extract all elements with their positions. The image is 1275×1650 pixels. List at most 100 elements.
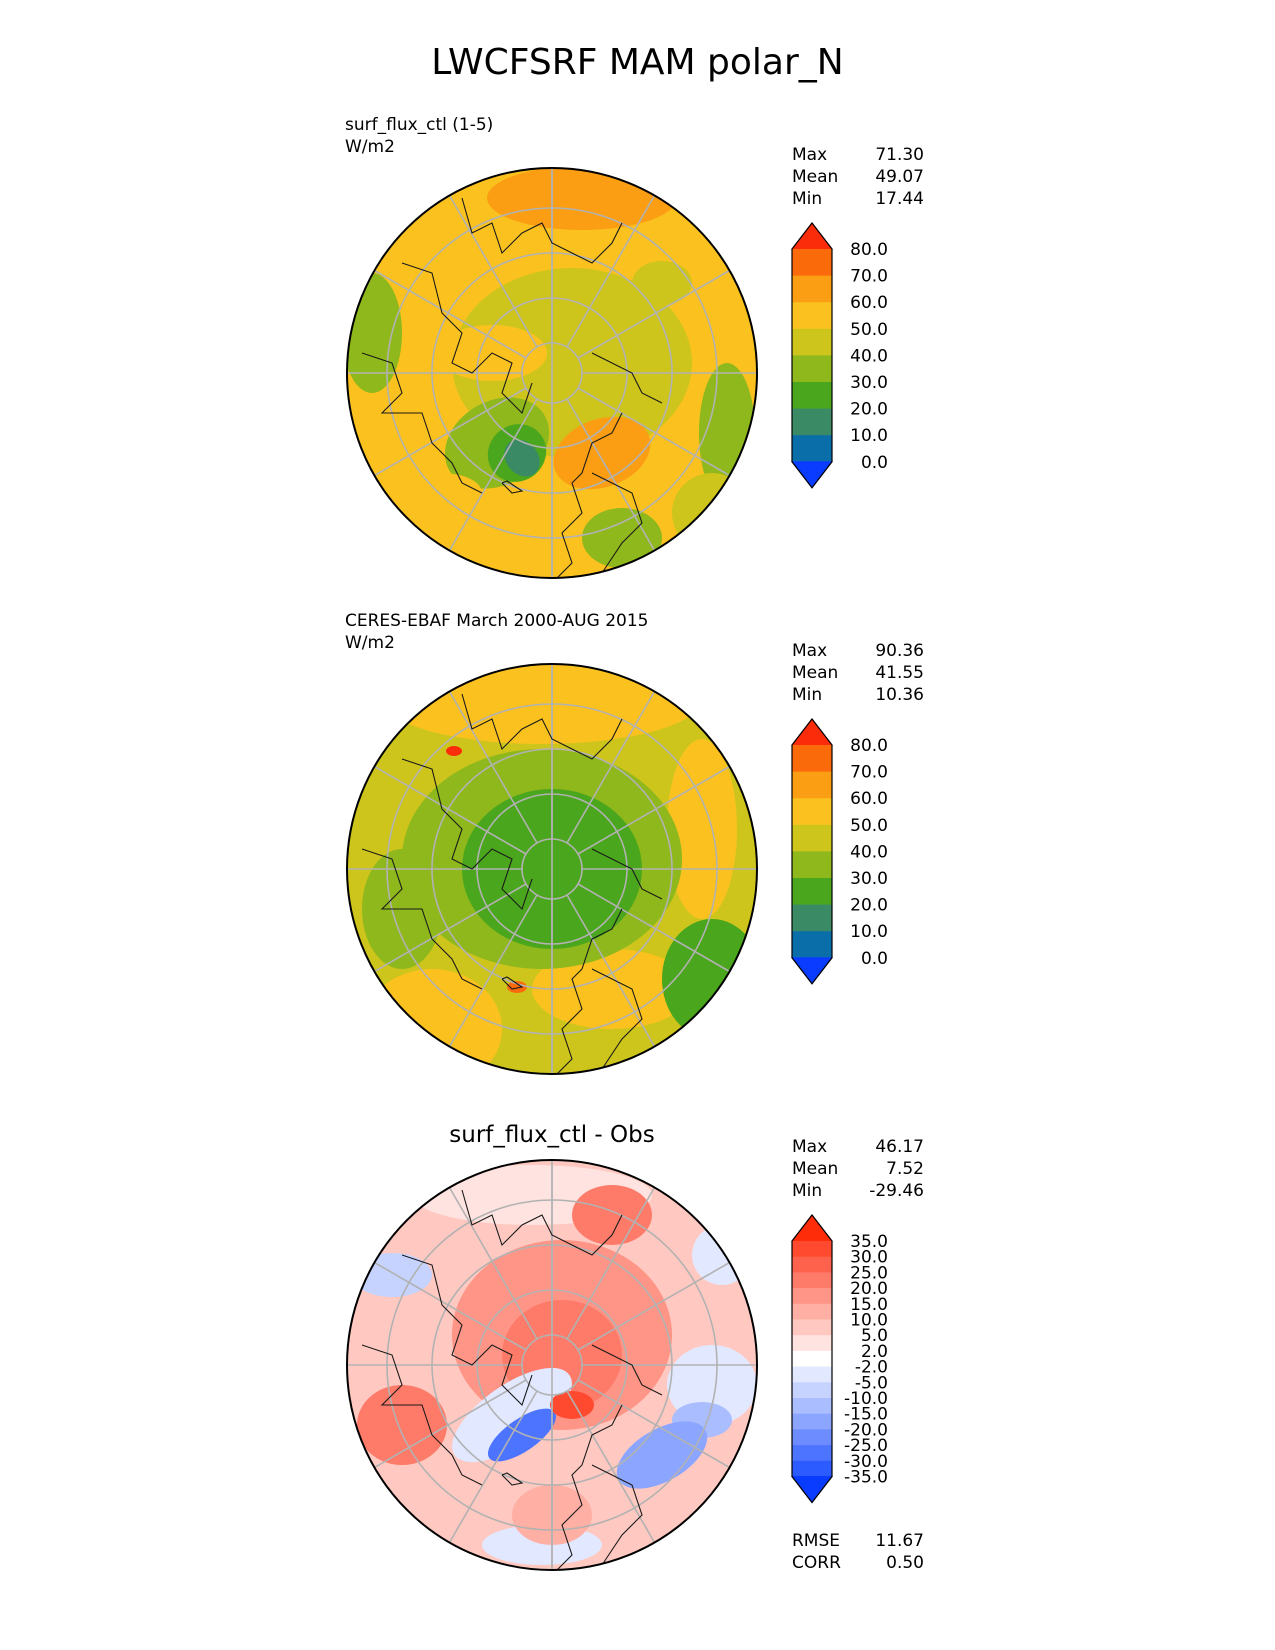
colorbar-band [792,771,832,799]
field-region [632,261,692,305]
coastline-iceland [501,480,524,494]
colorbar-tick-label: 40.0 [850,842,888,862]
field-region [582,508,662,568]
coastline-eurasia-north [461,197,623,264]
field-region [504,439,540,477]
colorbar-band [792,798,832,826]
colorbar-band [792,275,832,303]
stat-label: Mean [792,167,839,187]
coastline-scandinavia [591,1464,643,1566]
colorbar-tick-label: -25.0 [844,1436,888,1456]
meridian-line [374,883,527,973]
colorbar-band [792,355,832,383]
colorbar-band [792,249,832,277]
coastline-scandinavia [591,472,643,574]
meridian-line [448,1187,538,1340]
colorbar-band [792,1241,832,1258]
colorbar-3: 35.030.025.020.015.010.05.02.0-2.0-5.0-1… [790,1214,888,1504]
panel-2-units: W/m2 [345,633,395,653]
coastline-iceland [501,1472,524,1486]
map-boundary [346,167,758,579]
meridian-line [566,195,656,348]
coastline-eurasia-north [461,693,623,760]
coastline-svalbard [591,1344,663,1396]
stat-value: 7.52 [886,1159,924,1179]
colorbar-band [792,1382,832,1399]
colorbar-1: 80.0 70.0 60.0 50.0 40.0 30.0 20.0 10.0 0.0 [790,222,888,489]
colorbar-extend-min [790,461,834,489]
colorbar-tick-label: -35.0 [844,1468,888,1488]
meridian-line [374,269,527,359]
colorbar-tick-label: -5.0 [855,1373,888,1393]
meridian-line [374,387,527,477]
meridian-line [448,1390,538,1543]
meridian-line [448,195,538,348]
stat-value: 90.36 [875,641,924,661]
stat-label: Max [792,145,828,165]
colorbar-outline [791,1214,833,1504]
field-region [662,919,757,1039]
colorbar-band [792,1350,832,1368]
field-region [532,949,692,1029]
panel-3-stats: Max 46.17 Mean 7.52 Min -29.46 [792,1136,924,1202]
meridian-line [577,1261,730,1351]
coastline-svalbard [591,848,663,900]
meridian-line [448,398,538,551]
colorbar-tick-label: 15.0 [850,1295,888,1315]
field-region [692,1225,752,1285]
field-region [487,168,677,230]
field-region [357,1385,447,1465]
colorbar-tick-label: 80.0 [850,240,888,260]
colorbar-tick-label: 10.0 [850,426,888,446]
meridian-line [448,894,538,1047]
field-region [487,1408,557,1462]
graticule [347,168,757,578]
coastline-north-america [361,848,483,990]
colorbar-band [792,1460,832,1477]
metric-value: 0.50 [886,1553,924,1573]
coastline-north-america [361,1344,483,1486]
graticule [347,664,757,1074]
colorbar-band [792,1288,832,1305]
colorbar-band [792,1445,832,1462]
colorbar-tick-label: 0.0 [861,949,888,969]
colorbar-band [792,1272,832,1289]
coastline-iceland [501,976,524,990]
colorbar-tick-label: -10.0 [844,1389,888,1409]
panel-1-title: surf_flux_ctl (1-5) W/m2 [345,114,493,158]
stat-label: Min [792,685,823,705]
field-region [446,746,462,756]
field-region [402,473,482,513]
stat-value: -29.46 [869,1181,924,1201]
colorbar-band [792,878,832,906]
figure-title: LWCFSRF MAM polar_N [431,42,844,83]
stat-label: Min [792,1181,823,1201]
colorbar-tick-label: 10.0 [850,922,888,942]
meridian-line [374,765,527,855]
coastline-archipelago [401,758,533,911]
meridian-line [577,883,730,973]
stat-value: 41.55 [875,663,924,683]
colorbar-tick-label: -15.0 [844,1405,888,1425]
colorbar-tick-label: 35.0 [850,1232,888,1252]
colorbar-tick-label: 50.0 [850,320,888,340]
field-region [550,1391,594,1419]
coastline-eurasia-north [461,1189,623,1256]
metric-label: RMSE [792,1531,841,1551]
stat-value: 46.17 [875,1137,924,1157]
colorbar-band [792,408,832,436]
field-region [382,664,702,744]
colorbar-band [792,1335,832,1352]
colorbar-tick-label: 10.0 [850,1311,888,1331]
colorbar-extend-max [790,718,834,746]
coastline-greenland [551,908,623,1074]
panel-3-metrics: RMSE 11.67 CORR 0.50 [792,1530,924,1574]
panel-2-title-line-1: CERES-EBAF March 2000-AUG 2015 [345,611,649,631]
field-region [507,981,527,993]
field-region [452,1367,572,1463]
map-boundary [346,663,758,1075]
colorbar-tick-label: 30.0 [850,869,888,889]
colorbar-tick-label: 70.0 [850,267,888,287]
colorbar-extend-max [790,222,834,250]
